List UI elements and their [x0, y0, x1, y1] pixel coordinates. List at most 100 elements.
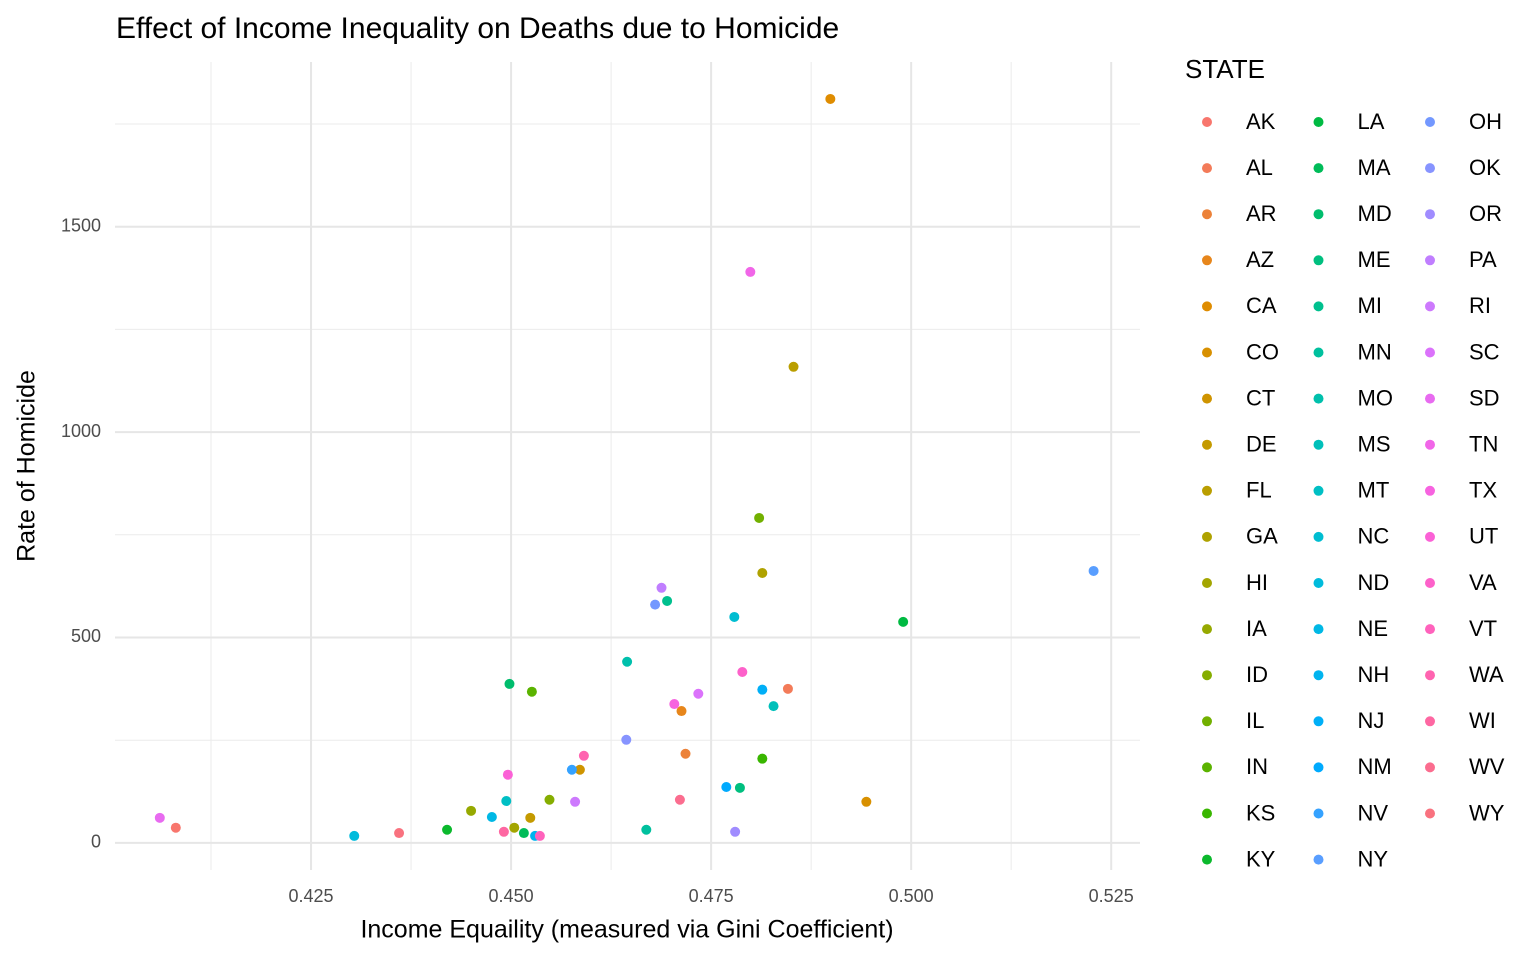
legend-key	[1202, 393, 1212, 404]
legend-key	[1425, 670, 1435, 681]
legend-label: NM	[1358, 754, 1392, 779]
legend-key	[1313, 531, 1324, 542]
point	[502, 769, 513, 780]
legend-key	[1425, 485, 1435, 496]
legend-title: STATE	[1185, 54, 1265, 84]
point	[566, 764, 577, 775]
legend-label: OK	[1469, 155, 1501, 180]
legend-label: NE	[1358, 616, 1389, 641]
point	[442, 824, 453, 835]
legend-label: TN	[1469, 432, 1498, 457]
point	[170, 822, 181, 833]
legend-label: AL	[1246, 155, 1273, 180]
point	[641, 824, 652, 835]
legend-label: MO	[1358, 385, 1393, 410]
point	[680, 748, 691, 759]
legend-key	[1202, 347, 1212, 358]
legend-label: IA	[1246, 616, 1267, 641]
legend-label: UT	[1469, 524, 1498, 549]
legend-label: WY	[1469, 800, 1505, 825]
y-tick-label: 1000	[61, 421, 101, 441]
legend-label: OH	[1469, 109, 1502, 134]
legend-key	[1202, 578, 1212, 588]
legend-key	[1425, 578, 1435, 588]
legend-key	[1425, 716, 1435, 727]
point	[737, 667, 748, 678]
point	[650, 599, 661, 610]
point	[349, 830, 360, 841]
legend-key	[1313, 393, 1324, 404]
point	[734, 782, 745, 793]
point	[674, 794, 685, 805]
point	[394, 828, 405, 839]
legend-key	[1202, 485, 1212, 496]
legend-key	[1425, 347, 1435, 358]
legend-label: MN	[1358, 339, 1392, 364]
legend-key	[1202, 209, 1212, 220]
point	[622, 656, 633, 667]
point	[544, 794, 555, 805]
point	[730, 826, 741, 837]
legend-label: PA	[1469, 247, 1497, 272]
legend-label: NC	[1358, 524, 1390, 549]
legend-key	[1202, 624, 1212, 635]
legend-label: KY	[1246, 846, 1276, 871]
legend-label: MA	[1358, 155, 1391, 180]
point	[788, 361, 799, 372]
legend-key	[1313, 670, 1324, 681]
legend-label: IN	[1246, 754, 1268, 779]
point	[693, 688, 704, 699]
legend-key	[1425, 163, 1435, 174]
y-tick-label: 500	[71, 626, 101, 646]
legend-label: NV	[1358, 800, 1389, 825]
legend-label: AZ	[1246, 247, 1274, 272]
point	[768, 701, 779, 712]
point	[757, 568, 768, 579]
legend-label: MD	[1358, 201, 1392, 226]
x-tick-label: 0.425	[289, 886, 334, 906]
legend-key	[1202, 531, 1212, 542]
point	[509, 822, 520, 833]
point	[501, 795, 512, 806]
legend-key	[1202, 762, 1212, 773]
legend-label: NJ	[1358, 708, 1385, 733]
point	[782, 683, 793, 694]
grid	[115, 62, 1140, 870]
legend-key	[1313, 255, 1324, 266]
legend-key	[1313, 716, 1324, 727]
point	[621, 734, 632, 745]
legend-key	[1202, 854, 1212, 865]
point	[729, 611, 740, 622]
legend-key	[1313, 163, 1324, 174]
point	[570, 796, 581, 807]
legend-label: CT	[1246, 385, 1275, 410]
legend-label: ME	[1358, 247, 1391, 272]
legend-key	[1313, 854, 1324, 865]
legend-key	[1202, 255, 1212, 266]
legend-label: CO	[1246, 339, 1279, 364]
point	[574, 764, 585, 775]
legend-key	[1425, 531, 1435, 542]
legend-label: NY	[1358, 846, 1389, 871]
point	[578, 750, 589, 761]
legend-label: FL	[1246, 478, 1272, 503]
point	[498, 826, 509, 837]
point	[662, 595, 673, 606]
legend-label: AR	[1246, 201, 1277, 226]
legend-key	[1425, 762, 1435, 773]
point	[754, 512, 765, 523]
point	[526, 686, 537, 697]
legend-key	[1202, 808, 1212, 819]
legend-label: VA	[1469, 570, 1497, 595]
y-tick-label: 1500	[61, 215, 101, 235]
legend-label: OR	[1469, 201, 1502, 226]
legend-label: VT	[1469, 616, 1497, 641]
legend-label: NH	[1358, 662, 1390, 687]
legend-key	[1202, 670, 1212, 681]
legend-key	[1313, 209, 1324, 220]
legend-key	[1425, 624, 1435, 635]
legend-label: LA	[1358, 109, 1385, 134]
legend-key	[1313, 485, 1324, 496]
legend-key	[1425, 209, 1435, 220]
